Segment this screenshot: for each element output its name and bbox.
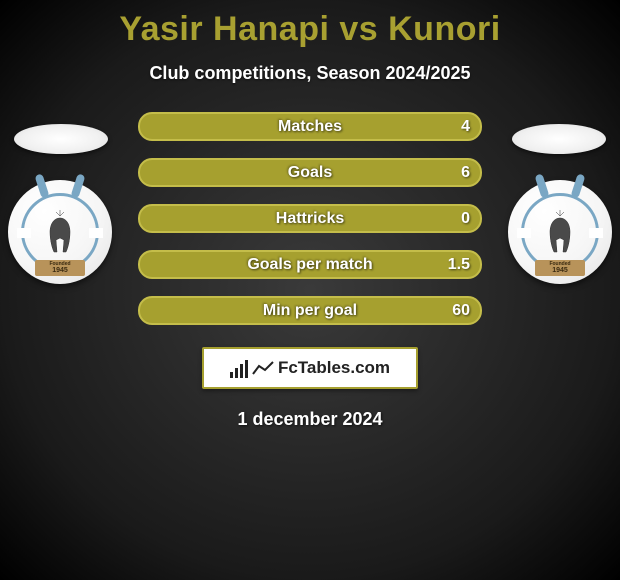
- stat-value-right: 6: [461, 164, 470, 182]
- founded-year: 1945: [552, 267, 568, 274]
- stat-value-right: 0: [461, 210, 470, 228]
- stat-label: Min per goal: [263, 302, 357, 320]
- crest-ribbon: Founded 1945: [35, 260, 85, 276]
- stat-row-min-per-goal: Min per goal 60: [138, 296, 482, 325]
- date-text: 1 december 2024: [237, 409, 382, 430]
- crest-ribbon: Founded 1945: [535, 260, 585, 276]
- stat-value-right: 4: [461, 118, 470, 136]
- content: Yasir Hanapi vs Kunori Club competitions…: [0, 0, 620, 580]
- page-title: Yasir Hanapi vs Kunori: [119, 10, 500, 49]
- stat-label: Goals: [288, 164, 332, 182]
- club-crest-right: Founded 1945: [508, 180, 612, 294]
- brand-line-icon: [252, 360, 274, 376]
- stat-row-goals-per-match: Goals per match 1.5: [138, 250, 482, 279]
- brand-text: FcTables.com: [278, 358, 390, 378]
- subtitle: Club competitions, Season 2024/2025: [149, 63, 470, 84]
- stat-row-hattricks: Hattricks 0: [138, 204, 482, 233]
- club-crest-left: Founded 1945: [8, 180, 112, 294]
- stat-label: Goals per match: [247, 256, 372, 274]
- stat-value-right: 60: [452, 302, 470, 320]
- founded-year: 1945: [52, 267, 68, 274]
- stat-label: Hattricks: [276, 210, 344, 228]
- stat-row-matches: Matches 4: [138, 112, 482, 141]
- stat-row-goals: Goals 6: [138, 158, 482, 187]
- stat-value-right: 1.5: [448, 256, 470, 274]
- player-pill-left: [14, 124, 108, 154]
- deer-icon: [40, 210, 80, 254]
- player-pill-right: [512, 124, 606, 154]
- brand-bars-icon: [230, 358, 248, 378]
- brand-box[interactable]: FcTables.com: [202, 347, 418, 389]
- deer-icon: [540, 210, 580, 254]
- stat-label: Matches: [278, 118, 342, 136]
